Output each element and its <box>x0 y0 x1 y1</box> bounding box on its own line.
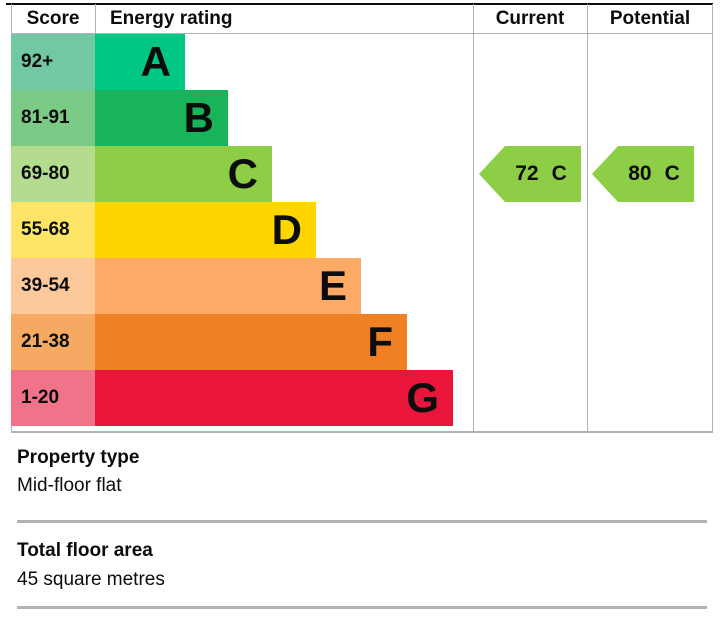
band-letter: B <box>183 94 214 141</box>
band-row-d: 55-68 D <box>11 202 453 258</box>
band-bar-f: F <box>95 314 407 370</box>
band-score-range: 92+ <box>11 34 95 90</box>
table-bottom-border <box>11 431 713 433</box>
score-column-border <box>95 4 96 33</box>
band-letter: D <box>271 206 302 253</box>
potential-rating-arrow: 80 C <box>592 146 694 202</box>
band-score-range: 21-38 <box>11 314 95 370</box>
band-score-range: 39-54 <box>11 258 95 314</box>
energy-bands: 92+ A 81-91 B 69-80 C 55-68 D 39-54 E 21… <box>11 34 453 426</box>
band-bar-a: A <box>95 34 185 90</box>
band-row-b: 81-91 B <box>11 90 453 146</box>
band-score-range: 1-20 <box>11 370 95 426</box>
current-column-border <box>587 4 588 433</box>
rating-column-border <box>473 4 474 433</box>
property-type-value: Mid-floor flat <box>17 475 122 496</box>
floor-area-value: 45 square metres <box>17 569 165 590</box>
band-row-c: 69-80 C <box>11 146 453 202</box>
current-rating-arrow: 72 C <box>479 146 581 202</box>
band-row-e: 39-54 E <box>11 258 453 314</box>
floor-area-label: Total floor area <box>17 540 153 561</box>
band-bar-g: G <box>95 370 453 426</box>
band-row-g: 1-20 G <box>11 370 453 426</box>
band-letter: G <box>406 374 439 421</box>
potential-score-value: 80 <box>628 162 652 185</box>
current-band-letter: C <box>551 162 567 185</box>
band-row-f: 21-38 F <box>11 314 453 370</box>
band-bar-e: E <box>95 258 361 314</box>
section-divider <box>17 606 707 609</box>
band-bar-b: B <box>95 90 228 146</box>
header-bottom-border <box>11 33 713 34</box>
potential-band-letter: C <box>664 162 680 185</box>
band-bar-d: D <box>95 202 316 258</box>
current-score-value: 72 <box>515 162 539 185</box>
band-letter: A <box>140 38 171 85</box>
band-letter: C <box>227 150 258 197</box>
band-letter: E <box>318 262 347 309</box>
band-letter: F <box>367 318 393 365</box>
band-bar-c: C <box>95 146 272 202</box>
band-score-range: 55-68 <box>11 202 95 258</box>
property-type-label: Property type <box>17 447 140 468</box>
column-header-potential: Potential <box>609 8 691 29</box>
table-right-border <box>712 4 713 433</box>
top-border-line <box>6 3 713 5</box>
section-divider <box>17 520 707 523</box>
band-row-a: 92+ A <box>11 34 453 90</box>
band-score-range: 69-80 <box>11 146 95 202</box>
column-header-current: Current <box>495 8 565 29</box>
band-score-range: 81-91 <box>11 90 95 146</box>
column-header-energy-rating: Energy rating <box>110 8 233 29</box>
column-header-score: Score <box>26 8 80 29</box>
